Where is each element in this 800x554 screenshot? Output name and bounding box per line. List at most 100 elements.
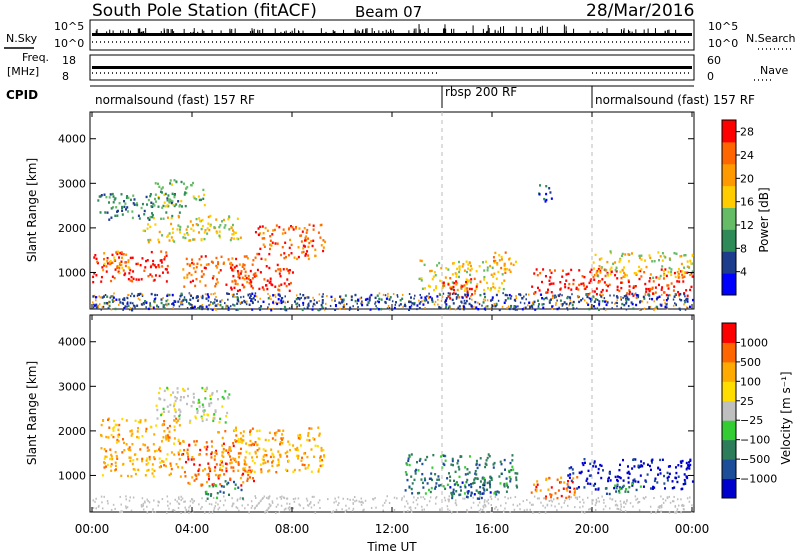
heatmap-cell bbox=[627, 470, 630, 474]
heatmap-cell bbox=[301, 456, 304, 460]
heatmap-cell bbox=[103, 302, 106, 305]
heatmap-cell bbox=[146, 449, 149, 452]
heatmap-cell bbox=[105, 270, 108, 273]
heatmap-cell bbox=[131, 216, 134, 220]
heatmap-cell bbox=[452, 285, 455, 289]
heatmap-cell bbox=[227, 218, 230, 221]
heatmap-cell bbox=[597, 308, 600, 311]
heatmap-cell bbox=[638, 301, 641, 304]
heatmap-cell bbox=[166, 264, 169, 268]
heatmap-cell bbox=[216, 231, 219, 235]
scatter-cell bbox=[224, 499, 227, 502]
scatter-cell bbox=[279, 496, 282, 499]
heatmap-cell bbox=[521, 297, 524, 300]
heatmap-cell bbox=[161, 206, 164, 209]
heatmap-cell bbox=[209, 394, 212, 398]
heatmap-cell bbox=[647, 287, 650, 291]
heatmap-cell bbox=[256, 252, 259, 256]
scatter-cell bbox=[296, 294, 298, 297]
heatmap-cell bbox=[474, 472, 477, 475]
heatmap-cell bbox=[423, 299, 426, 302]
heatmap-cell bbox=[238, 288, 241, 292]
heatmap-cell bbox=[559, 480, 562, 484]
heatmap-cell bbox=[640, 460, 643, 463]
heatmap-cell bbox=[298, 437, 301, 441]
heatmap-cell bbox=[105, 265, 108, 268]
heatmap-cell bbox=[109, 465, 112, 468]
heatmap-cell bbox=[127, 259, 130, 262]
heatmap-cell bbox=[206, 227, 209, 230]
heatmap-cell bbox=[341, 298, 344, 302]
heatmap-cell bbox=[464, 287, 467, 290]
heatmap-cell bbox=[199, 280, 202, 283]
heatmap-cell bbox=[485, 463, 488, 466]
heatmap-cell bbox=[124, 202, 127, 205]
heatmap-cell bbox=[408, 300, 411, 304]
heatmap-cell bbox=[465, 278, 468, 281]
scatter-cell bbox=[165, 303, 167, 306]
scatter-cell bbox=[321, 295, 323, 298]
scatter-cell bbox=[457, 306, 459, 309]
heatmap-cell bbox=[238, 276, 241, 280]
heatmap-cell bbox=[430, 486, 433, 490]
heatmap-cell bbox=[502, 287, 505, 291]
heatmap-cell bbox=[296, 257, 299, 261]
heatmap-cell bbox=[630, 301, 633, 304]
heatmap-cell bbox=[212, 416, 215, 420]
scatter-cell bbox=[177, 507, 180, 510]
scatter-cell bbox=[471, 298, 473, 301]
heatmap-cell bbox=[157, 238, 160, 241]
heatmap-cell bbox=[483, 482, 486, 485]
heatmap-cell bbox=[234, 457, 237, 461]
heatmap-cell bbox=[318, 459, 321, 463]
heatmap-cell bbox=[599, 293, 602, 297]
heatmap-cell bbox=[553, 269, 556, 272]
heatmap-cell bbox=[102, 268, 105, 272]
heatmap-cell bbox=[550, 486, 553, 489]
heatmap-cell bbox=[416, 304, 419, 307]
heatmap-cell bbox=[503, 279, 506, 282]
heatmap-cell bbox=[259, 463, 262, 466]
heatmap-cell bbox=[129, 459, 132, 463]
heatmap-cell bbox=[494, 305, 497, 308]
heatmap-cell bbox=[146, 227, 149, 230]
scatter-cell bbox=[149, 302, 151, 305]
heatmap-cell bbox=[627, 279, 630, 282]
scatter-cell bbox=[146, 511, 149, 514]
heatmap-cell bbox=[585, 293, 588, 296]
heatmap-cell bbox=[106, 211, 109, 214]
colorbar-segment bbox=[722, 361, 736, 382]
heatmap-cell bbox=[236, 308, 239, 311]
heatmap-cell bbox=[404, 470, 407, 474]
heatmap-cell bbox=[635, 273, 638, 276]
scatter-cell bbox=[351, 509, 354, 512]
heatmap-cell bbox=[414, 469, 417, 473]
heatmap-cell bbox=[202, 469, 205, 472]
heatmap-cell bbox=[320, 223, 323, 227]
heatmap-cell bbox=[539, 184, 542, 187]
heatmap-cell bbox=[506, 484, 509, 487]
heatmap-cell bbox=[473, 478, 476, 481]
heatmap-cell bbox=[449, 475, 452, 478]
heatmap-cell bbox=[130, 434, 133, 437]
scatter-cell bbox=[403, 495, 405, 498]
heatmap-cell bbox=[627, 490, 630, 494]
heatmap-cell bbox=[406, 463, 409, 466]
xaxis-label: Time UT bbox=[366, 540, 417, 554]
heatmap-cell bbox=[588, 281, 591, 285]
scatter-cell bbox=[495, 506, 497, 509]
scatter-cell bbox=[386, 307, 389, 310]
heatmap-cell bbox=[450, 463, 453, 466]
scatter-cell bbox=[251, 504, 254, 507]
heatmap-cell bbox=[469, 264, 472, 268]
heatmap-cell bbox=[598, 300, 601, 303]
heatmap-cell bbox=[673, 251, 676, 255]
scatter-cell bbox=[538, 497, 540, 500]
heatmap-cell bbox=[538, 289, 541, 292]
heatmap-cell bbox=[475, 287, 478, 290]
scatter-cell bbox=[544, 506, 546, 509]
scatter-cell bbox=[184, 500, 186, 503]
heatmap-cell bbox=[190, 294, 193, 297]
scatter-cell bbox=[590, 306, 592, 309]
heatmap-cell bbox=[468, 287, 471, 291]
